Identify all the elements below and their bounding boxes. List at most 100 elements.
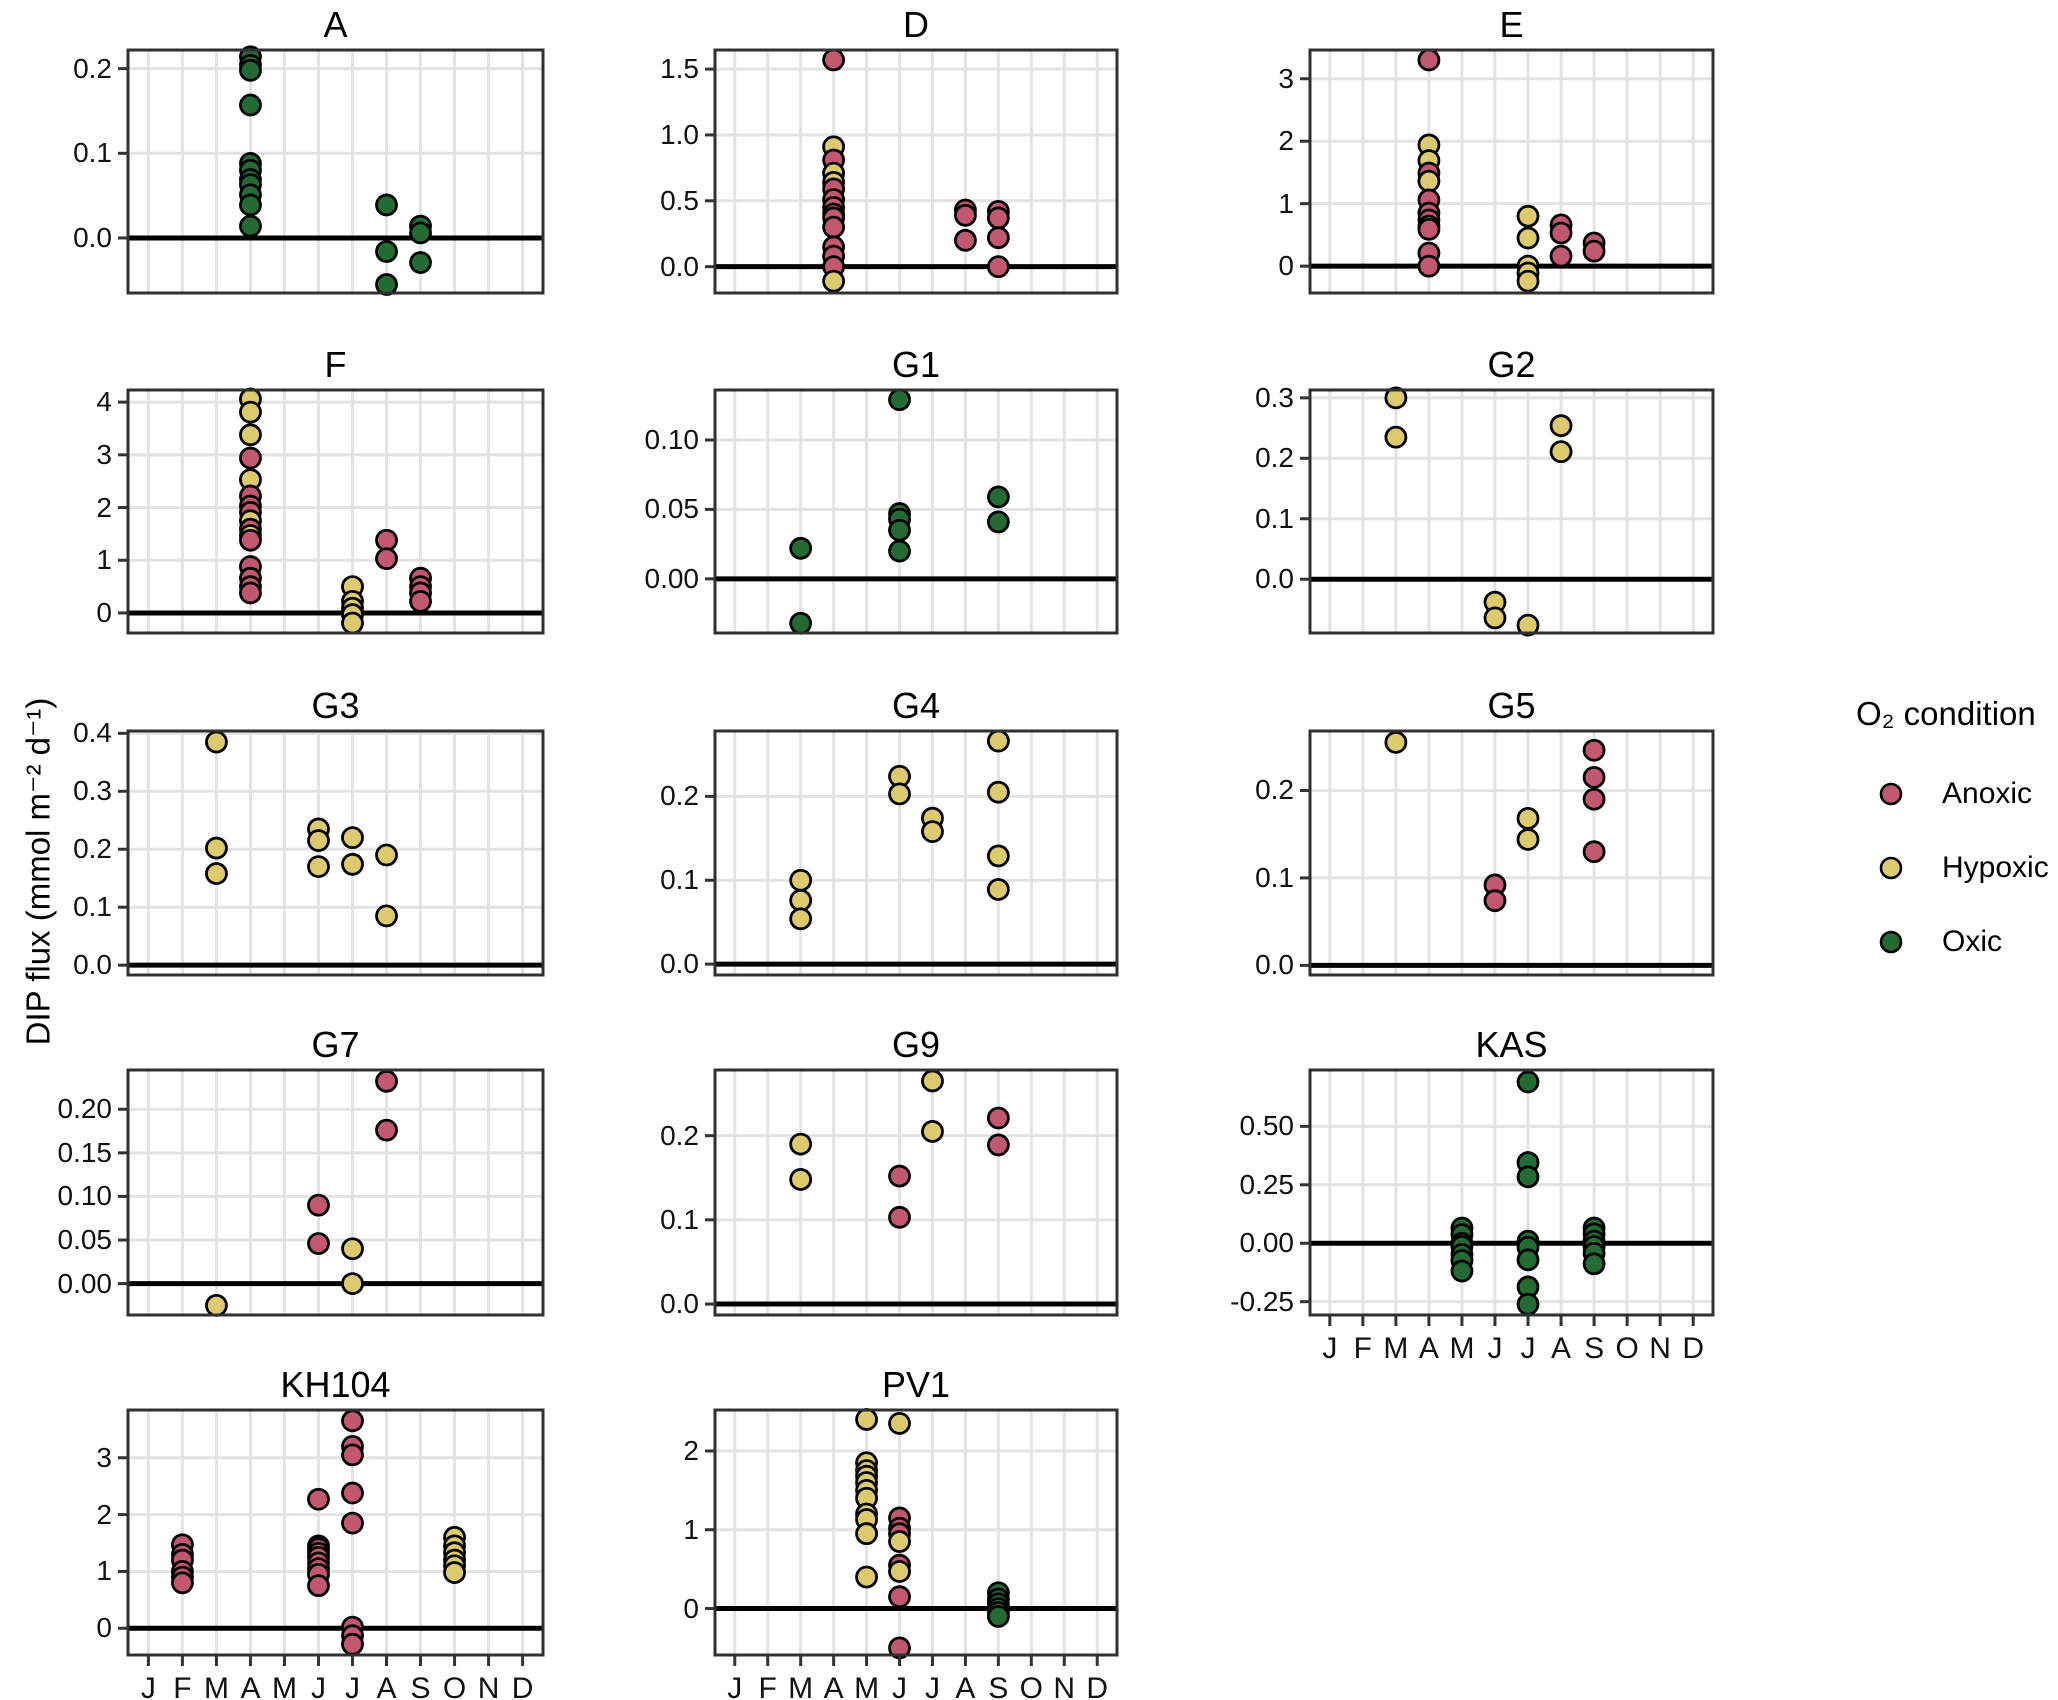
- data-point-hypoxic: [921, 1120, 944, 1143]
- y-tick-label: 3: [1278, 62, 1294, 94]
- y-tick-label: 0.10: [644, 423, 700, 455]
- data-point-anoxic: [307, 1487, 330, 1511]
- data-point-anoxic: [954, 203, 977, 227]
- legend-entry-anoxic: Anoxic: [1878, 777, 2058, 811]
- y-tick-label: 0.1: [73, 137, 112, 169]
- x-tick-label-month: A: [823, 1672, 844, 1700]
- panel-background: [1310, 1070, 1713, 1315]
- data-point-hypoxic: [239, 400, 262, 424]
- data-point-hypoxic: [986, 729, 1010, 753]
- y-tick-label: 0.0: [660, 250, 699, 282]
- panel-background: [715, 390, 1117, 633]
- y-tick-label: 4: [96, 386, 112, 418]
- data-point-hypoxic: [986, 878, 1010, 901]
- facet-title: KAS: [1475, 1024, 1548, 1065]
- facet-plot-area: [1300, 386, 1715, 637]
- legend-entry-hypoxic: Hypoxic: [1878, 851, 2058, 885]
- data-point-hypoxic: [1549, 414, 1573, 438]
- data-point-hypoxic: [789, 907, 813, 931]
- data-point-anoxic: [341, 1443, 364, 1467]
- data-point-anoxic: [341, 1481, 364, 1505]
- facet-panel-g7: [118, 1068, 545, 1317]
- data-point-oxic: [1582, 1252, 1606, 1276]
- y-tick-label: 0.5: [660, 184, 699, 216]
- data-point-anoxic: [375, 528, 398, 552]
- panel-background: [1310, 50, 1713, 293]
- data-point-hypoxic: [789, 888, 813, 912]
- x-tick-label-month: A: [955, 1672, 976, 1700]
- data-point-anoxic: [341, 1632, 364, 1656]
- data-point-hypoxic: [341, 826, 364, 850]
- data-point-hypoxic: [375, 843, 398, 867]
- facet-panel-kas: [1300, 1068, 1715, 1326]
- y-tick-label: 1: [96, 1555, 112, 1587]
- facet-title: G1: [891, 344, 941, 385]
- data-point-anoxic: [986, 255, 1010, 279]
- data-point-oxic: [1516, 1248, 1540, 1272]
- x-tick-label-month: M: [854, 1672, 880, 1700]
- data-point-anoxic: [1582, 738, 1606, 762]
- y-tick-label: 0: [683, 1592, 699, 1624]
- facet-plot-area: [118, 387, 545, 635]
- data-point-hypoxic: [205, 730, 228, 754]
- y-tick-label: 0.3: [1255, 381, 1294, 413]
- data-point-anoxic: [375, 1069, 398, 1093]
- y-tick-label: 0.1: [1255, 502, 1294, 534]
- data-point-oxic: [375, 193, 398, 217]
- facet-plot-area: [705, 1068, 1119, 1317]
- data-point-hypoxic: [205, 862, 228, 885]
- panel-background: [1310, 731, 1713, 975]
- y-tick-label: 0.1: [660, 864, 699, 896]
- y-tick-label: 0.2: [73, 833, 112, 865]
- data-point-hypoxic: [341, 852, 364, 876]
- facet-title: G4: [891, 685, 941, 726]
- data-point-oxic: [888, 388, 911, 412]
- data-point-anoxic: [954, 228, 977, 252]
- y-tick-label: 1: [683, 1513, 699, 1545]
- y-tick-label: 0: [96, 596, 112, 628]
- data-point-hypoxic: [341, 611, 364, 635]
- panel-border: [1308, 388, 1715, 635]
- data-point-hypoxic: [1549, 440, 1573, 464]
- data-point-hypoxic: [855, 1408, 878, 1431]
- facet-panel-kh104: [118, 1408, 545, 1666]
- y-tick-label: 0.0: [73, 949, 112, 981]
- panel-background: [715, 731, 1117, 975]
- data-point-anoxic: [1582, 765, 1606, 789]
- data-point-anoxic: [888, 1164, 911, 1188]
- x-tick-label-month: A: [376, 1672, 397, 1700]
- x-tick-label-month: J: [892, 1672, 908, 1700]
- y-tick-label: 0.50: [1239, 1110, 1295, 1142]
- x-tick-label-month: S: [1584, 1332, 1605, 1365]
- panel-border: [126, 48, 545, 295]
- panel-border: [713, 48, 1119, 295]
- data-point-oxic: [1516, 1292, 1540, 1316]
- data-point-oxic: [239, 93, 262, 117]
- y-tick-label: -0.25: [1230, 1285, 1294, 1317]
- panel-border: [713, 388, 1119, 635]
- x-tick-label-month: J: [1520, 1332, 1536, 1365]
- data-point-anoxic: [307, 1574, 330, 1598]
- data-point-oxic: [409, 221, 432, 245]
- facet-panel-g1: [705, 388, 1119, 635]
- legend-label: Hypoxic: [1942, 851, 2049, 884]
- panel-border: [713, 1408, 1119, 1657]
- x-tick-label-month: S: [988, 1672, 1009, 1700]
- x-tick-label-month: J: [140, 1672, 156, 1700]
- data-point-hypoxic: [888, 1560, 911, 1583]
- data-point-anoxic: [307, 1232, 330, 1255]
- data-point-anoxic: [1549, 244, 1573, 268]
- facet-title: G3: [311, 685, 360, 726]
- y-tick-label: 3: [96, 1441, 112, 1473]
- panel-background: [128, 1410, 543, 1655]
- y-tick-label: 1: [1278, 187, 1294, 219]
- data-point-hypoxic: [789, 1132, 813, 1156]
- y-tick-label: 0: [1278, 250, 1294, 282]
- data-point-hypoxic: [1384, 386, 1408, 410]
- x-tick-label-month: D: [1682, 1332, 1704, 1365]
- data-point-anoxic: [307, 1193, 330, 1217]
- legend-entry-oxic: Oxic: [1878, 925, 2058, 959]
- facet-panel-g4: [705, 729, 1119, 977]
- x-tick-label-month: F: [173, 1672, 192, 1700]
- panel-background: [715, 50, 1117, 293]
